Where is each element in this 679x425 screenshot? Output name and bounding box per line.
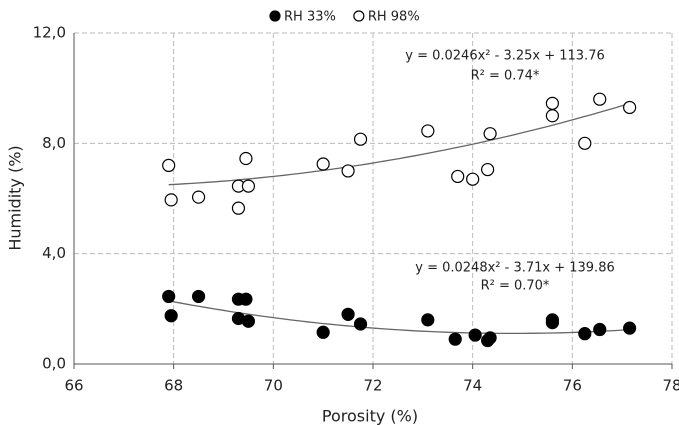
x-tick-label: 78: [662, 377, 679, 395]
point: [191, 190, 206, 204]
x-tick-label: 68: [164, 377, 183, 395]
point: [593, 92, 607, 106]
point: [353, 132, 368, 146]
point: [468, 328, 482, 342]
point: [545, 316, 560, 330]
legend-label: RH 33%: [284, 10, 336, 25]
point: [341, 307, 355, 321]
point: [162, 158, 176, 172]
point: [239, 151, 253, 166]
x-tick-label: 74: [463, 377, 482, 395]
point: [483, 127, 497, 141]
y-axis-title: Humidity (%): [6, 145, 25, 250]
point: [466, 172, 480, 186]
trend-equation: y = 0.0248x² - 3.71x + 139.86: [415, 261, 614, 276]
point: [448, 332, 462, 346]
point: [545, 109, 560, 123]
point: [578, 136, 592, 150]
x-tick-label: 70: [264, 377, 283, 395]
point: [483, 331, 497, 345]
trend-equation: y = 0.0246x² - 3.25x + 113.76: [405, 49, 604, 64]
point: [623, 100, 637, 115]
point: [164, 309, 178, 323]
point: [421, 124, 435, 138]
legend-marker: [353, 10, 365, 22]
point: [316, 325, 330, 339]
point: [231, 201, 246, 215]
point: [623, 321, 637, 335]
point: [162, 289, 176, 304]
trend-r2: R² = 0.74*: [471, 69, 540, 84]
y-tick-label: 4,0: [42, 244, 66, 262]
point: [241, 314, 256, 328]
point: [241, 179, 256, 193]
point: [164, 193, 178, 207]
x-tick-label: 72: [363, 377, 382, 395]
y-tick-label: 12,0: [33, 24, 66, 42]
point: [451, 169, 465, 184]
point: [481, 162, 495, 177]
x-axis-title: Porosity (%): [322, 407, 418, 425]
y-tick-label: 8,0: [42, 134, 66, 152]
point: [578, 327, 592, 341]
point: [239, 292, 253, 306]
x-tick-label: 76: [563, 377, 582, 395]
point: [191, 289, 206, 304]
point: [593, 322, 607, 337]
trend-r2: R² = 0.70*: [481, 279, 550, 294]
trendline: [168, 300, 630, 335]
point: [353, 317, 368, 331]
x-tick-label: 66: [64, 377, 83, 395]
y-tick-label: 0,0: [42, 355, 66, 373]
legend-marker: [269, 10, 281, 22]
legend-label: RH 98%: [368, 10, 420, 25]
point: [545, 96, 560, 110]
point: [421, 313, 435, 327]
point: [341, 164, 355, 178]
trendline: [168, 102, 630, 186]
point: [316, 157, 330, 171]
